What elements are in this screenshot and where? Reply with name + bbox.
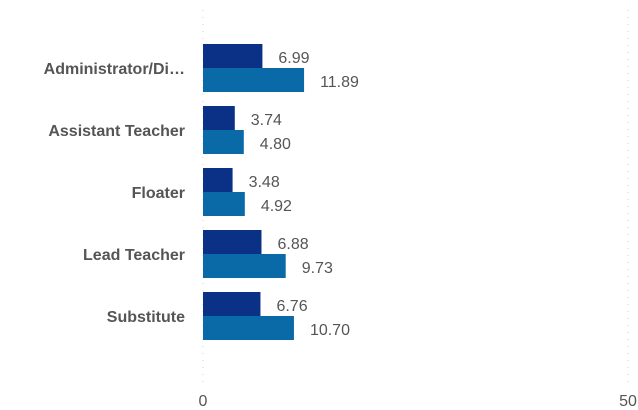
data-label-series-2-2: 4.80: [260, 136, 291, 153]
bar-series-1-3: [203, 168, 233, 192]
data-label-series-2-4: 9.73: [302, 260, 333, 277]
data-label-series-1-4: 6.88: [277, 236, 308, 253]
category-label: Lead Teacher: [83, 247, 185, 264]
bar-series-1-1: [203, 44, 263, 68]
bar-series-1-2: [203, 106, 235, 130]
data-label-series-1-3: 3.48: [249, 174, 280, 191]
category-label: Administrator/Di…: [44, 61, 185, 78]
x-tick-label-0: 0: [199, 393, 208, 410]
bar-series-2-2: [203, 130, 244, 154]
category-label: Floater: [132, 185, 185, 202]
data-label-series-2-5: 10.70: [310, 322, 350, 339]
bar-series-1-4: [203, 230, 262, 254]
bar-series-2-5: [203, 316, 294, 340]
bar-series-2-4: [203, 254, 286, 278]
data-label-series-1-5: 6.76: [276, 298, 307, 315]
category-label: Assistant Teacher: [48, 123, 185, 140]
category-label: Substitute: [107, 309, 185, 326]
bar-series-1-5: [203, 292, 261, 316]
data-label-series-1-1: 6.99: [278, 50, 309, 67]
data-label-series-2-3: 4.92: [261, 198, 292, 215]
data-label-series-2-1: 11.89: [320, 74, 359, 91]
x-tick-label-50: 50: [619, 393, 637, 410]
bar-series-2-3: [203, 192, 245, 216]
data-label-series-1-2: 3.74: [251, 112, 282, 129]
bar-series-2-1: [203, 68, 305, 92]
